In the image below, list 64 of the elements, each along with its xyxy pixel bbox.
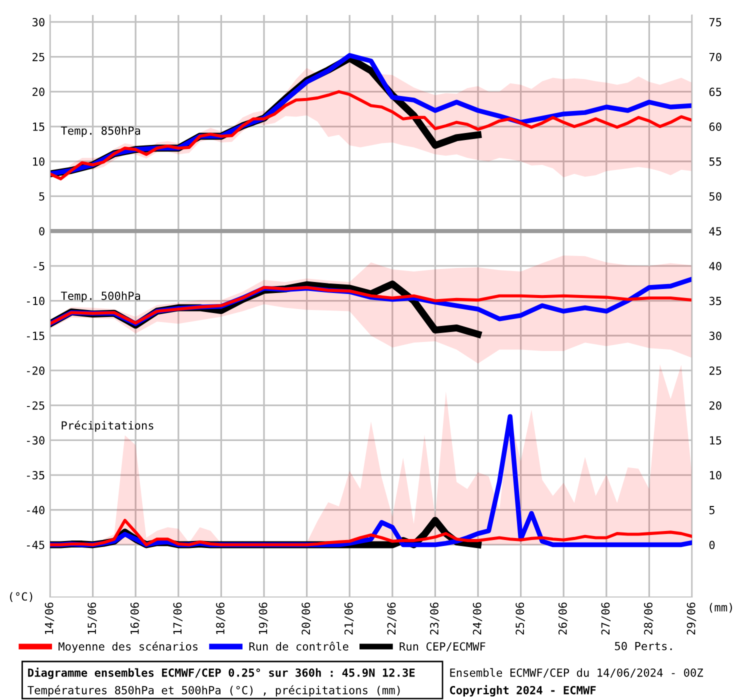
text: Copyright 2024 - ECMWF bbox=[450, 685, 596, 696]
annotation: Temp. 850hPa bbox=[60, 126, 140, 137]
y2-tick-label: 65 bbox=[709, 88, 722, 96]
y2-tick-label: 15 bbox=[710, 436, 722, 445]
x-tick-label: 18/06 bbox=[216, 602, 226, 634]
y2-tick-label: 45 bbox=[709, 227, 722, 236]
x-tick-label: 17/06 bbox=[173, 602, 183, 634]
x-tick-label: 14/06 bbox=[44, 602, 54, 634]
text: 50 Perts. bbox=[614, 642, 672, 650]
y-tick-label: -25 bbox=[27, 401, 44, 410]
y-tick-label: -30 bbox=[27, 436, 44, 445]
x-tick-label: 29/06 bbox=[686, 602, 696, 634]
legend-label: Run de contrôle bbox=[249, 642, 348, 651]
text: Diagramme ensembles ECMWF/CEP 0.25° sur 360h : 45.9N 12.3E bbox=[28, 668, 415, 679]
y2-tick-label: 25 bbox=[709, 366, 722, 375]
y-tick-label: 0 bbox=[39, 227, 44, 236]
x-tick-label: 28/06 bbox=[644, 602, 654, 634]
y-tick-label: 15 bbox=[33, 122, 44, 131]
x-tick-label: 20/06 bbox=[302, 602, 311, 634]
text: Températures 850hPa et 500hPa (°C) , précipitations (mm) bbox=[28, 685, 400, 696]
y2-tick-label: 30 bbox=[709, 332, 722, 340]
legend-label: Run CEP/ECMWF bbox=[400, 642, 486, 652]
y2-tick-label: 10 bbox=[710, 471, 722, 480]
x-tick-label: 15/06 bbox=[88, 602, 97, 634]
y-tick-label: -5 bbox=[34, 262, 44, 270]
y2-tick-label: 0 bbox=[709, 540, 715, 550]
y-tick-label: -40 bbox=[27, 506, 44, 514]
y-tick-label: -45 bbox=[27, 540, 44, 550]
y2-tick-label: 50 bbox=[709, 192, 722, 201]
y2-tick-label: 40 bbox=[709, 262, 722, 270]
y2-tick-label: 75 bbox=[709, 18, 722, 26]
x-tick-label: 26/06 bbox=[558, 602, 568, 634]
line-series bbox=[50, 90, 692, 180]
x-tick-label: 25/06 bbox=[516, 602, 525, 634]
annotation: Précipitations bbox=[62, 420, 154, 432]
y2-tick-label: 20 bbox=[709, 401, 722, 410]
y-tick-label: -35 bbox=[27, 471, 44, 480]
x-tick-label: 19/06 bbox=[258, 602, 268, 634]
y-tick-label: 5 bbox=[39, 192, 44, 201]
y2-tick-label: 35 bbox=[709, 296, 722, 306]
annotation: Temp. 500hPa bbox=[60, 291, 140, 302]
y2-tick-label: 5 bbox=[709, 506, 714, 514]
legend-label: Moyenne des scénarios bbox=[58, 642, 198, 653]
x-tick-label: 21/06 bbox=[344, 602, 354, 634]
line-series bbox=[50, 286, 692, 326]
y2-tick-label: 60 bbox=[709, 122, 722, 131]
x-tick-label: 24/06 bbox=[472, 602, 482, 634]
y-tick-label: 20 bbox=[32, 88, 44, 96]
line-series bbox=[50, 518, 692, 546]
y-tick-label: -15 bbox=[27, 332, 44, 340]
y-tick-label: 30 bbox=[32, 18, 44, 26]
y2-tick-label: 55 bbox=[709, 158, 722, 166]
x-tick-label: 16/06 bbox=[130, 602, 140, 634]
x-tick-label: 22/06 bbox=[387, 602, 397, 634]
y2-axis-title: (mm) bbox=[710, 602, 732, 613]
text: Ensemble ECMWF/CEP du 14/06/2024 - 00Z bbox=[450, 668, 704, 678]
x-tick-label: 27/06 bbox=[601, 602, 611, 634]
y-tick-label: 25 bbox=[32, 52, 44, 62]
y-axis-title: (°C) bbox=[10, 592, 32, 602]
x-tick-label: 23/06 bbox=[430, 602, 440, 634]
y2-tick-label: 70 bbox=[709, 52, 722, 62]
y-tick-label: 10 bbox=[33, 157, 44, 166]
y-tick-label: -10 bbox=[27, 296, 44, 306]
y-tick-label: -20 bbox=[27, 366, 44, 375]
